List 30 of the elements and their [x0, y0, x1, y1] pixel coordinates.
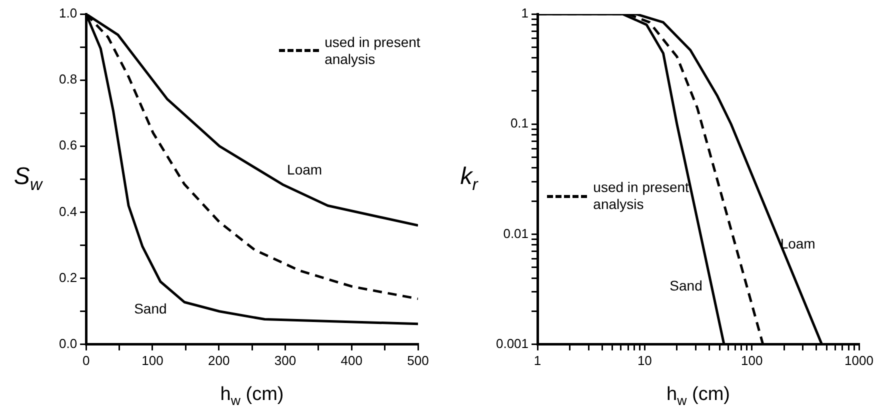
- series-label: Sand: [134, 300, 167, 316]
- legend-label: used in present analysis: [324, 34, 422, 68]
- legend-label: used in present analysis: [593, 179, 690, 214]
- y-axis-title: S$_{w}$: [14, 163, 42, 196]
- x-axis-title: h$_{w}$ (cm): [220, 384, 284, 408]
- x-tick-label: 0: [82, 352, 90, 368]
- x-tick-label: 300: [274, 352, 296, 368]
- x-tick-label: 100: [740, 352, 763, 368]
- series-label: Loam: [287, 161, 322, 178]
- x-tick-label: 500: [407, 352, 429, 368]
- y-tick-label: 0.01: [503, 226, 529, 241]
- x-tick-label: 1: [534, 352, 542, 368]
- y-tick-label: 0.4: [58, 204, 78, 219]
- y-tick-label: 1.0: [58, 6, 78, 21]
- series-label: Sand: [670, 277, 702, 294]
- y-tick-label: 0.1: [510, 116, 529, 131]
- y-tick-label: 0.6: [58, 138, 78, 153]
- series-label: Loam: [780, 235, 816, 252]
- x-tick-label: 200: [208, 352, 230, 368]
- y-tick-label: 0.2: [58, 270, 78, 285]
- x-axis-title: h$_{w}$ (cm): [666, 384, 730, 408]
- y-tick-label: 0.001: [496, 336, 529, 351]
- y-tick-label: 1: [521, 6, 529, 21]
- x-tick-label: 400: [340, 352, 362, 368]
- y-tick-label: 0.0: [58, 336, 78, 351]
- x-tick-label: 10: [637, 352, 652, 368]
- x-tick-label: 100: [142, 352, 164, 368]
- x-tick-label: 1000: [844, 352, 874, 368]
- y-axis-title: k$_{r}$: [460, 163, 478, 196]
- y-tick-label: 0.8: [58, 72, 78, 87]
